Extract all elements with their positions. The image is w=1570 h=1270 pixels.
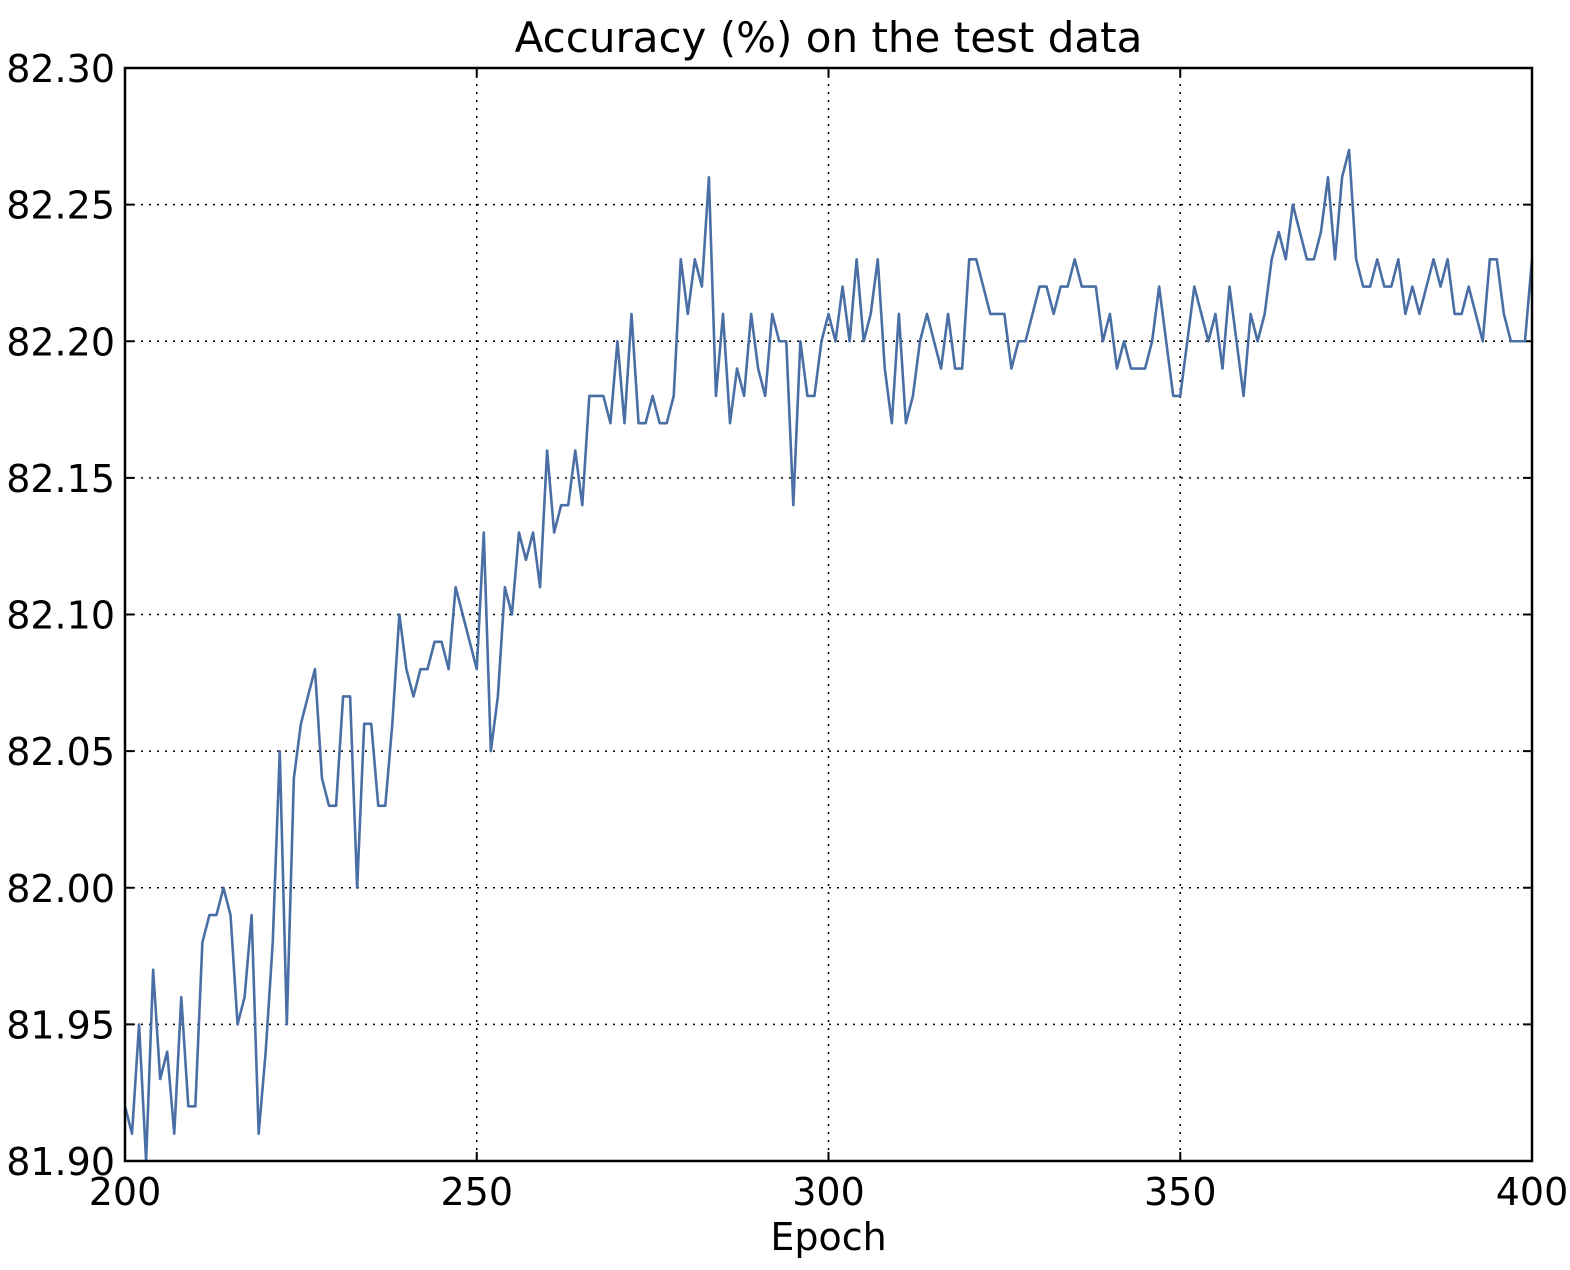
series-layer	[123, 148, 1534, 1163]
y-tick-label: 82.15	[6, 457, 115, 501]
chart-title: Accuracy (%) on the test data	[515, 13, 1143, 62]
x-tick-label: 350	[1144, 1170, 1217, 1214]
y-tick-label: 81.95	[6, 1003, 115, 1047]
y-tick-label: 82.10	[6, 594, 115, 638]
ticks-layer: 200 250 300 350 400 81.90 81.95 82.00 82.05 82.10…	[6, 47, 1568, 1214]
x-tick-label: 250	[440, 1170, 513, 1214]
y-tick-label: 82.00	[6, 867, 115, 911]
y-tick-label: 82.20	[6, 320, 115, 364]
x-tick-label: 400	[1496, 1170, 1569, 1214]
y-tick-label: 82.05	[6, 730, 115, 774]
y-tick-label: 82.30	[6, 47, 115, 91]
plot-frame	[123, 66, 1534, 1163]
y-tick-label: 81.90	[6, 1140, 115, 1184]
x-tick-label: 300	[792, 1170, 865, 1214]
x-tick-label: 200	[89, 1170, 162, 1214]
x-axis-label: Epoch	[770, 1215, 886, 1259]
y-tick-label: 82.25	[6, 184, 115, 228]
accuracy-series-line	[123, 148, 1534, 1163]
